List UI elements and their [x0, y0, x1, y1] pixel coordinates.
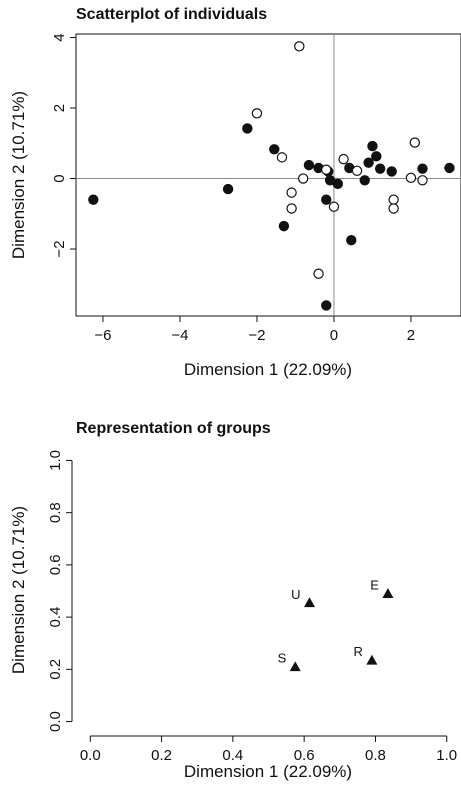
chart-title: Scatterplot of individuals: [76, 6, 267, 23]
groups-chart: Representation of groups 0.0 0.2 0.4 0.6 0.8…: [9, 420, 457, 781]
filled-point: [242, 123, 253, 134]
open-point: [417, 175, 428, 186]
x-tick-label: 0.8: [365, 747, 386, 764]
x-tick-label: −4: [171, 327, 188, 344]
open-point: [388, 203, 399, 214]
y-tick-label: 1.0: [47, 450, 64, 471]
group-label-r: R: [353, 644, 362, 659]
x-tick-label: 0.2: [151, 747, 172, 764]
y-tick-label: 0: [51, 174, 68, 182]
x-tick-label: 0.0: [80, 747, 101, 764]
y-tick-label: 0.8: [47, 502, 64, 523]
y-axis-label: Dimension 2 (10.71%): [9, 91, 28, 259]
group-marker-e: [382, 588, 394, 599]
filled-point: [386, 166, 397, 177]
open-point: [276, 152, 288, 163]
x-tick-label: 0.4: [222, 747, 243, 764]
chart-title: Representation of groups: [76, 420, 271, 437]
x-axis-ticks: −6 −4 −2 0 2: [94, 316, 415, 344]
y-tick-label: −2: [51, 240, 68, 257]
open-point: [328, 201, 340, 212]
open-point: [351, 165, 363, 176]
x-tick-label: −6: [94, 327, 111, 344]
y-tick-label: 2: [51, 104, 68, 112]
x-tick-label: 0: [330, 327, 338, 344]
x-tick-label: 2: [407, 327, 415, 344]
x-axis-ticks: 0.0 0.2 0.4 0.6 0.8 1.0: [80, 735, 457, 764]
open-point: [313, 268, 324, 279]
y-axis-ticks: −2 0 2 4: [51, 33, 76, 258]
x-axis-label: Dimension 1 (22.09%): [184, 360, 352, 379]
open-point: [286, 203, 297, 214]
open-point: [338, 153, 349, 165]
x-tick-label: 0.6: [294, 747, 315, 764]
y-axis-label: Dimension 2 (10.71%): [9, 506, 28, 674]
filled-point: [346, 235, 357, 246]
reference-lines: [76, 34, 461, 316]
filled-point: [332, 178, 343, 190]
group-marker-r: [366, 654, 378, 665]
group-label-u: U: [291, 587, 300, 602]
open-point: [297, 173, 309, 184]
filled-point: [269, 144, 280, 155]
filled-point: [278, 220, 290, 232]
open-point: [294, 41, 305, 52]
open-point: [388, 194, 399, 205]
filled-point: [321, 194, 332, 205]
open-point: [405, 172, 417, 184]
group-label-e: E: [370, 578, 379, 593]
y-axis-ticks: 0.0 0.2 0.4 0.6 0.8 1.0: [47, 450, 73, 732]
filled-point: [417, 163, 428, 174]
individuals-chart: Scatterplot of individuals −6 −4 −2 0 2 −2 0 2…: [9, 6, 461, 379]
y-tick-label: 0.6: [47, 554, 64, 575]
y-tick-label: 0.4: [47, 607, 64, 628]
x-tick-label: 1.0: [436, 747, 457, 764]
filled-point: [371, 151, 382, 162]
open-point: [409, 137, 420, 148]
y-tick-label: 4: [51, 33, 68, 41]
group-marker-s: [289, 661, 301, 672]
open-point: [251, 108, 263, 119]
group-marker-u: [303, 597, 315, 608]
group-points: U E S R: [278, 578, 394, 672]
open-point: [286, 187, 297, 198]
y-tick-label: 0.2: [47, 659, 64, 680]
y-tick-label: 0.0: [47, 711, 64, 732]
filled-point: [367, 140, 378, 152]
open-point: [321, 164, 332, 175]
data-points: [88, 41, 455, 311]
x-axis-label: Dimension 1 (22.09%): [184, 762, 352, 781]
filled-point: [444, 162, 455, 174]
filled-point: [303, 159, 315, 171]
filled-point: [359, 175, 370, 186]
filled-point: [321, 300, 332, 311]
group-label-s: S: [278, 651, 287, 666]
x-tick-label: −2: [248, 327, 265, 344]
filled-point: [88, 194, 99, 205]
filled-point: [363, 157, 374, 168]
filled-point: [374, 163, 386, 174]
plot-frame: [75, 33, 461, 317]
filled-point: [222, 183, 234, 195]
